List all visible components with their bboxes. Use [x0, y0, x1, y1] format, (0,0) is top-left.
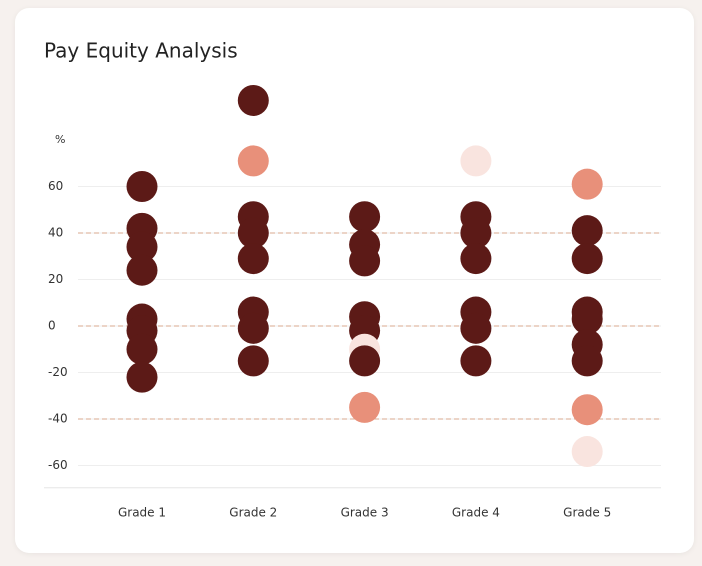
x-tick-label: Grade 1 [118, 506, 166, 520]
dot [460, 345, 492, 377]
dot [571, 436, 603, 468]
dot [349, 345, 381, 377]
dot [237, 243, 269, 275]
dot [571, 303, 603, 335]
dot [237, 217, 269, 249]
dot [571, 394, 603, 426]
y-tick-label: 40 [48, 226, 63, 240]
x-tick-label: Grade 3 [341, 506, 389, 520]
dot [237, 145, 269, 177]
dot [237, 345, 269, 377]
y-tick-label: 20 [48, 272, 63, 286]
dot [460, 243, 492, 275]
dot [460, 217, 492, 249]
y-tick-label: -20 [48, 365, 68, 379]
y-axis-label: % [55, 133, 65, 146]
x-tick-label: Grade 4 [452, 506, 500, 520]
dot [126, 254, 158, 286]
chart-title: Pay Equity Analysis [44, 39, 238, 63]
dot [237, 312, 269, 344]
x-tick-label: Grade 5 [563, 506, 611, 520]
dot [460, 312, 492, 344]
dot [349, 245, 381, 277]
dot [571, 168, 603, 200]
x-tick-label: Grade 2 [229, 506, 277, 520]
dot [126, 361, 158, 393]
dot [571, 215, 603, 247]
y-tick-label: -60 [48, 458, 68, 472]
dot [237, 84, 269, 116]
y-tick-label: 0 [48, 319, 56, 333]
y-tick-label: 60 [48, 179, 63, 193]
dot [460, 145, 492, 177]
dot [571, 345, 603, 377]
dot [126, 171, 158, 202]
y-tick-label: -40 [48, 412, 68, 426]
dot [126, 231, 158, 263]
dot [349, 391, 381, 423]
dot [571, 243, 603, 275]
dot [349, 201, 381, 233]
dot [126, 333, 158, 365]
